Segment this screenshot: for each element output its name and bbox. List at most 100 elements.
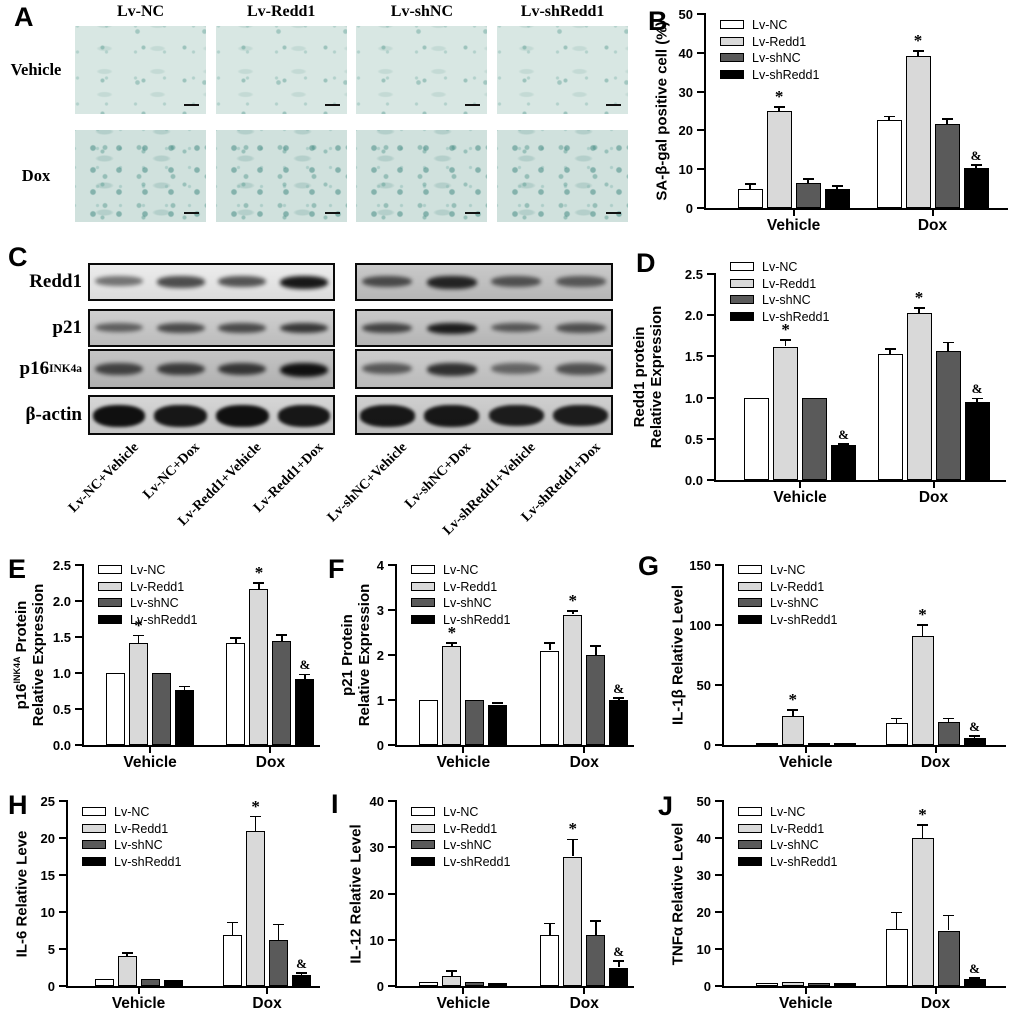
x-axis [395, 745, 634, 747]
legend-swatch [738, 840, 762, 849]
y-tick [715, 744, 722, 746]
protein-band [154, 405, 207, 427]
legend-label: Lv-Redd1 [770, 821, 825, 836]
scale-bar [465, 103, 481, 106]
bar-lv-shredd1-dox [609, 700, 629, 745]
bar-lv-redd1-dox [249, 588, 269, 745]
legend-swatch [730, 262, 754, 271]
error-bar [836, 185, 838, 189]
y-tick-label: 0.5 [684, 431, 703, 447]
y-tick-label: 20 [696, 905, 711, 920]
bar-lv-shredd1-dox [963, 737, 986, 745]
lane-label: Lv-shNC+Dox [402, 440, 475, 512]
y-tick-label: 20 [40, 831, 55, 846]
error-bar-cap [884, 348, 896, 350]
protein-band [555, 362, 606, 375]
protein-band [216, 405, 269, 427]
x-group-tick [804, 747, 807, 753]
legend-label: Lv-Redd1 [443, 821, 498, 836]
x-group-tick [149, 747, 152, 753]
blot-box [88, 263, 335, 301]
protein-band [362, 276, 413, 288]
error-bar [889, 348, 891, 354]
x-category-label: Vehicle [766, 217, 821, 234]
y-tick [697, 207, 704, 209]
y-tick [697, 168, 704, 171]
error-bar-cap [227, 921, 239, 924]
protein-band [218, 362, 267, 376]
y-tick [707, 479, 714, 481]
bar-lv-shredd1-dox [964, 401, 990, 480]
y-tick-label: 30 [678, 84, 693, 100]
error-bar-cap [492, 702, 504, 704]
error-bar-cap [133, 634, 145, 637]
error-bar-cap [567, 610, 579, 612]
bar-lv-shnc-vehicle [140, 979, 160, 986]
bar-lv-shredd1-vehicle [831, 445, 857, 480]
micrograph-row-label: Vehicle [10, 60, 62, 79]
bar-lv-redd1-dox [906, 312, 932, 480]
bar-lv-shnc-vehicle [795, 183, 821, 208]
y-tick [707, 355, 714, 358]
legend-label: Lv-shNC [770, 596, 819, 610]
legend-swatch [738, 856, 762, 866]
y-axis [714, 273, 716, 481]
y-tick-label: 1 [376, 693, 384, 708]
lane-label: Lv-NC+Vehicle [65, 440, 142, 516]
significance-asterisk: * [251, 796, 260, 816]
y-tick [707, 437, 714, 440]
y-axis-label: IL-12 Relative Level [347, 823, 365, 964]
y-axis-label: Redd1 protein Relative Expression [630, 305, 665, 449]
legend-label: Lv-shNC [770, 838, 819, 852]
y-tick-label: 10 [678, 162, 693, 178]
legend-label: Lv-shNC [443, 596, 492, 610]
y-tick [75, 744, 82, 746]
y-tick [715, 874, 722, 876]
protein-band [362, 362, 413, 375]
bar-lv-nc-dox [540, 650, 560, 745]
y-tick [59, 837, 66, 839]
legend-label: Lv-shRedd1 [114, 854, 182, 869]
blot-box [88, 395, 335, 435]
y-tick-label: 50 [678, 7, 693, 22]
y-tick [715, 800, 722, 802]
legend-label: Lv-shRedd1 [770, 612, 838, 627]
x-group-tick [804, 988, 807, 994]
significance-asterisk: * [913, 30, 923, 50]
error-bar [946, 119, 948, 124]
error-bar [231, 922, 234, 935]
significance-asterisk: * [788, 690, 798, 710]
bar-lv-redd1-vehicle [442, 975, 462, 986]
scale-bar [606, 103, 622, 106]
legend-swatch [411, 614, 435, 624]
x-category-label: Vehicle [111, 995, 166, 1012]
legend-swatch [82, 807, 106, 816]
legend-swatch [720, 36, 744, 46]
error-bar-cap [891, 911, 902, 914]
y-tick [388, 564, 395, 566]
chart-panel-d: 0.0 0.5 1.0 1.5 2.0 2.5 Redd1 protein Relative … [628, 238, 1020, 508]
error-bar [749, 183, 751, 189]
error-bar-cap [942, 341, 954, 344]
y-axis [66, 800, 68, 987]
y-tick [697, 51, 704, 54]
panel-c-western-blots: Redd1 p21 p16 INK4a β-actin Lv-NC+Vehicle Lv-N… [0, 238, 648, 545]
y-tick-label: 0 [703, 738, 711, 753]
legend-swatch [730, 295, 754, 304]
y-tick-label: 15 [40, 868, 55, 883]
legend-swatch [720, 20, 744, 29]
x-group-tick [934, 988, 937, 994]
y-tick-label: 2.5 [684, 267, 703, 282]
y-tick-label: 1.5 [684, 349, 703, 365]
error-bar [947, 915, 950, 931]
micrograph-dox-lv-redd1 [215, 130, 347, 222]
bar-lv-nc-vehicle [419, 700, 439, 745]
protein-band [218, 276, 267, 288]
blot-box [88, 309, 335, 347]
y-tick-label: 40 [369, 794, 384, 809]
x-axis [714, 480, 1006, 482]
x-axis [722, 986, 1006, 988]
legend-swatch [738, 614, 762, 624]
legend-swatch [98, 565, 122, 574]
y-axis-label: TNFα Relative Level [669, 822, 687, 965]
